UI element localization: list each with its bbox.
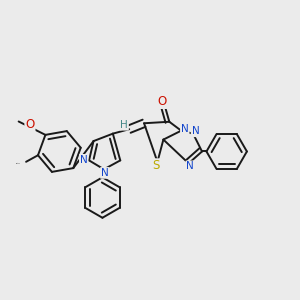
Text: H: H bbox=[120, 120, 128, 130]
Text: O: O bbox=[25, 118, 34, 131]
Text: O: O bbox=[157, 95, 167, 108]
Text: N: N bbox=[192, 126, 199, 136]
Text: S: S bbox=[152, 159, 160, 172]
Text: methyl: methyl bbox=[16, 163, 21, 164]
Text: N: N bbox=[181, 124, 189, 134]
Text: N: N bbox=[80, 155, 88, 165]
Text: N: N bbox=[186, 161, 194, 171]
Text: N: N bbox=[101, 168, 109, 178]
